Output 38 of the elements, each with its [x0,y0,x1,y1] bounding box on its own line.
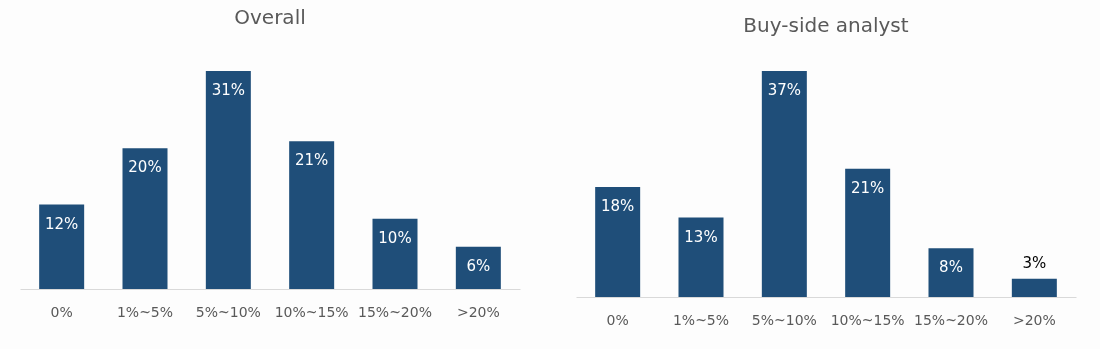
bar [122,148,168,289]
x-tick-label: 0% [50,303,73,320]
x-tick-label: 10%~15% [274,303,349,320]
bar [678,217,724,297]
x-tick-label: 0% [606,311,629,328]
data-label: 21% [850,178,885,197]
bar [845,168,891,297]
x-tick-label: 1%~5% [672,311,730,328]
x-tick-label: 1%~5% [116,303,174,320]
data-label: 8% [939,258,963,277]
bar [928,248,974,297]
data-label: 12% [44,214,79,233]
x-tick-label: 5%~10% [751,311,817,328]
bar [595,187,641,297]
x-tick-label: 5%~10% [195,303,261,320]
x-tick-label: 10%~15% [830,311,905,328]
x-tick-label: >20% [456,303,500,320]
data-label: 37% [767,81,802,99]
data-label: 20% [128,158,162,177]
data-label: 31% [211,81,246,99]
x-tick-label: 15%~20% [914,311,988,328]
bar [372,218,418,289]
chart-title: Buy-side analyst [743,13,909,37]
chart-title: Overall [234,5,306,29]
data-label: 21% [294,151,329,170]
data-label: 3% [1022,253,1047,272]
data-label: 18% [600,197,635,216]
bar [39,204,85,289]
data-label: 10% [378,228,412,247]
data-label: 6% [466,256,491,275]
x-tick-label: 15%~20% [358,303,432,320]
data-label: 13% [684,227,718,246]
bar [205,71,251,289]
bar [455,246,501,289]
bar [1011,278,1057,297]
x-tick-label: >20% [1012,311,1056,328]
bar [761,71,807,297]
bar [289,141,335,289]
